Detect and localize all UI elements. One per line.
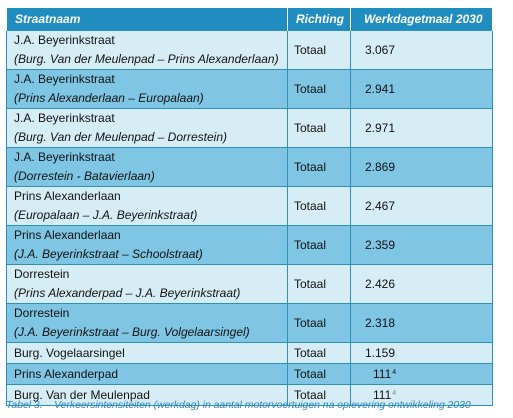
volume-cell: 2.426	[350, 264, 493, 304]
volume-cell: 2.869	[350, 147, 493, 187]
street-name: Prins Alexanderlaan	[14, 228, 121, 242]
direction-cell: Totaal	[287, 186, 351, 226]
street-segment: (Prins Alexanderlaan – Europalaan)	[14, 91, 204, 105]
street-name: Prins Alexanderlaan	[14, 189, 121, 203]
volume-cell: 2.467	[350, 186, 493, 226]
street-cell: Burg. Vogelaarsingel	[6, 342, 288, 364]
direction-cell: Totaal	[287, 363, 351, 385]
table-row: J.A. Beyerinkstraat (Burg. Van der Meule…	[6, 30, 493, 70]
street-name: J.A. Beyerinkstraat	[14, 150, 115, 164]
direction-cell: Totaal	[287, 342, 351, 364]
volume-cell: 3.067	[350, 30, 493, 70]
table-caption: Tabel 3. – Verkeersintensiteiten (werkda…	[6, 399, 471, 411]
table-row: Prins Alexanderlaan (J.A. Beyerinkstraat…	[6, 225, 493, 265]
street-segment: (Dorrestein - Batavierlaan)	[14, 169, 155, 183]
table-row: Prins Alexanderlaan (Europalaan – J.A. B…	[6, 186, 493, 226]
street-segment: (Europalaan – J.A. Beyerinkstraat)	[14, 208, 198, 222]
street-cell: J.A. Beyerinkstraat (Burg. Van der Meule…	[6, 30, 288, 70]
direction-cell: Totaal	[287, 225, 351, 265]
direction-cell: Totaal	[287, 303, 351, 343]
table-row: Dorrestein (Prins Alexanderpad – J.A. Be…	[6, 264, 493, 304]
volume-cell: 2.971	[350, 108, 493, 148]
street-cell: J.A. Beyerinkstraat (Dorrestein - Batavi…	[6, 147, 288, 187]
volume-value: 111	[373, 366, 392, 381]
table-row: J.A. Beyerinkstraat (Burg. Van der Meule…	[6, 108, 493, 148]
header-volume: Werkdagetmaal 2030	[350, 7, 493, 31]
street-cell: Prins Alexanderlaan (J.A. Beyerinkstraat…	[6, 225, 288, 265]
volume-cell: 2.318	[350, 303, 493, 343]
volume-cell: 2.359	[350, 225, 493, 265]
street-segment: (J.A. Beyerinkstraat – Burg. Volgelaarsi…	[14, 325, 250, 339]
street-cell: Prins Alexanderpad	[6, 363, 288, 385]
table-row: J.A. Beyerinkstraat (Dorrestein - Batavi…	[6, 147, 493, 187]
direction-cell: Totaal	[287, 264, 351, 304]
footnote-marker: 4	[392, 368, 397, 376]
table-row: Burg. Van der Meulenpad Totaal 1114	[6, 384, 493, 406]
street-cell: Dorrestein (Prins Alexanderpad – J.A. Be…	[6, 264, 288, 304]
street-segment: (Prins Alexanderpad – J.A. Beyerinkstraa…	[14, 286, 241, 300]
street-name: Prins Alexanderpad	[14, 366, 119, 381]
street-name: J.A. Beyerinkstraat	[14, 33, 115, 47]
direction-cell: Totaal	[287, 147, 351, 187]
street-segment: (Burg. Van der Meulenpad – Prins Alexand…	[14, 52, 279, 66]
header-direction: Richting	[287, 7, 351, 31]
street-name: Dorrestein	[14, 267, 70, 281]
table-header-row: Straatnaam Richting Werkdagetmaal 2030	[6, 7, 493, 31]
street-cell: Burg. Van der Meulenpad	[6, 384, 288, 406]
direction-cell: Totaal	[287, 30, 351, 70]
table-row: J.A. Beyerinkstraat (Prins Alexanderlaan…	[6, 69, 493, 109]
street-name: J.A. Beyerinkstraat	[14, 72, 115, 86]
direction-cell: Totaal	[287, 384, 351, 406]
volume-cell: 1.159	[350, 342, 493, 364]
street-name: Burg. Vogelaarsingel	[14, 345, 125, 360]
street-segment: (Burg. Van der Meulenpad – Dorrestein)	[14, 130, 227, 144]
volume-value: 111	[373, 387, 392, 402]
direction-cell: Totaal	[287, 69, 351, 109]
volume-cell: 1114	[350, 384, 493, 406]
street-name: J.A. Beyerinkstraat	[14, 111, 115, 125]
street-segment: (J.A. Beyerinkstraat – Schoolstraat)	[14, 247, 203, 261]
volume-cell: 1114	[350, 363, 493, 385]
table-row: Dorrestein (J.A. Beyerinkstraat – Burg. …	[6, 303, 493, 343]
street-cell: Prins Alexanderlaan (Europalaan – J.A. B…	[6, 186, 288, 226]
table-row: Prins Alexanderpad Totaal 1114	[6, 363, 493, 385]
street-name: Burg. Van der Meulenpad	[14, 387, 150, 402]
street-cell: Dorrestein (J.A. Beyerinkstraat – Burg. …	[6, 303, 288, 343]
street-name: Dorrestein	[14, 306, 70, 320]
street-cell: J.A. Beyerinkstraat (Burg. Van der Meule…	[6, 108, 288, 148]
footnote-marker: 4	[392, 389, 397, 397]
table-row: Burg. Vogelaarsingel Totaal 1.159	[6, 342, 493, 364]
volume-cell: 2.941	[350, 69, 493, 109]
header-street: Straatnaam	[6, 7, 288, 31]
street-cell: J.A. Beyerinkstraat (Prins Alexanderlaan…	[6, 69, 288, 109]
direction-cell: Totaal	[287, 108, 351, 148]
traffic-volume-table: Straatnaam Richting Werkdagetmaal 2030 J…	[6, 7, 493, 406]
